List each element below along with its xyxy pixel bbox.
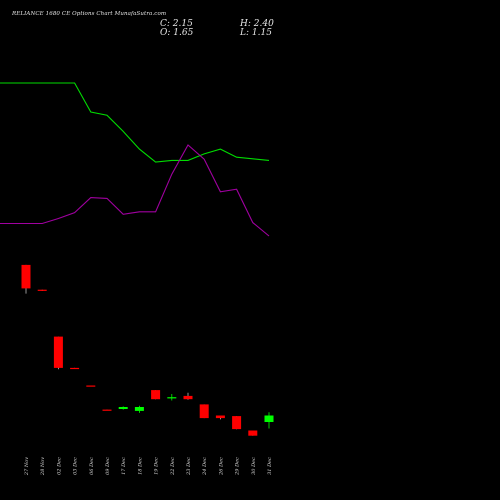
low-readout: L: 1.15: [240, 28, 272, 38]
candle-body: [248, 430, 258, 436]
x-tick-label: 29 Dec: [235, 457, 241, 476]
high-value: 2.40: [253, 19, 274, 29]
x-tick-label: 02 Dec: [56, 457, 62, 475]
close-value: 2.15: [172, 19, 193, 29]
low-label: L:: [240, 28, 250, 38]
x-tick-label: 03 Dec: [73, 457, 79, 475]
candle-body: [53, 336, 63, 368]
green-indicator-line: [0, 82, 270, 163]
candle-body: [102, 409, 112, 411]
x-tick-label: 28 Nov: [40, 457, 46, 476]
candle-body: [86, 385, 96, 387]
x-tick-label: 18 Dec: [137, 457, 143, 475]
candle-body: [70, 367, 80, 370]
x-tick-label: 19 Dec: [154, 457, 160, 475]
x-tick-label: 27 Nov: [24, 457, 30, 476]
purple-indicator-line: [0, 144, 270, 237]
candle-body: [134, 407, 144, 411]
candle-body: [118, 407, 128, 409]
x-tick-label: 26 Dec: [218, 457, 224, 476]
candle-body: [151, 390, 161, 400]
x-tick-label: 17 Dec: [121, 457, 127, 475]
x-tick-label: 30 Dec: [251, 457, 257, 475]
x-tick-label: 22 Dec: [170, 457, 176, 476]
close-readout: C: 2.15: [160, 19, 193, 29]
open-readout: O: 1.65: [160, 28, 193, 38]
x-tick-label: 23 Dec: [186, 457, 192, 476]
candle-body: [21, 264, 31, 289]
candle-body: [37, 289, 47, 291]
low-value: 1.15: [251, 28, 272, 38]
candle-body: [232, 416, 242, 430]
x-tick-label: 24 Dec: [202, 457, 208, 476]
candle-body: [167, 397, 177, 399]
x-tick-label: 31 Dec: [267, 457, 273, 475]
candle-body: [264, 415, 274, 422]
x-tick-label: 09 Dec: [105, 457, 111, 475]
high-label: H:: [240, 19, 251, 29]
close-label: C:: [160, 19, 170, 29]
candle-body: [215, 415, 225, 419]
high-readout: H: 2.40: [240, 19, 274, 29]
chart-title: RELIANCE 1680 CE Options Chart MunafaSut…: [12, 11, 167, 17]
candle-body: [199, 404, 209, 419]
candle-body: [183, 395, 193, 400]
x-tick-label: 06 Dec: [89, 457, 95, 475]
open-label: O:: [160, 28, 171, 38]
open-value: 1.65: [173, 28, 194, 38]
